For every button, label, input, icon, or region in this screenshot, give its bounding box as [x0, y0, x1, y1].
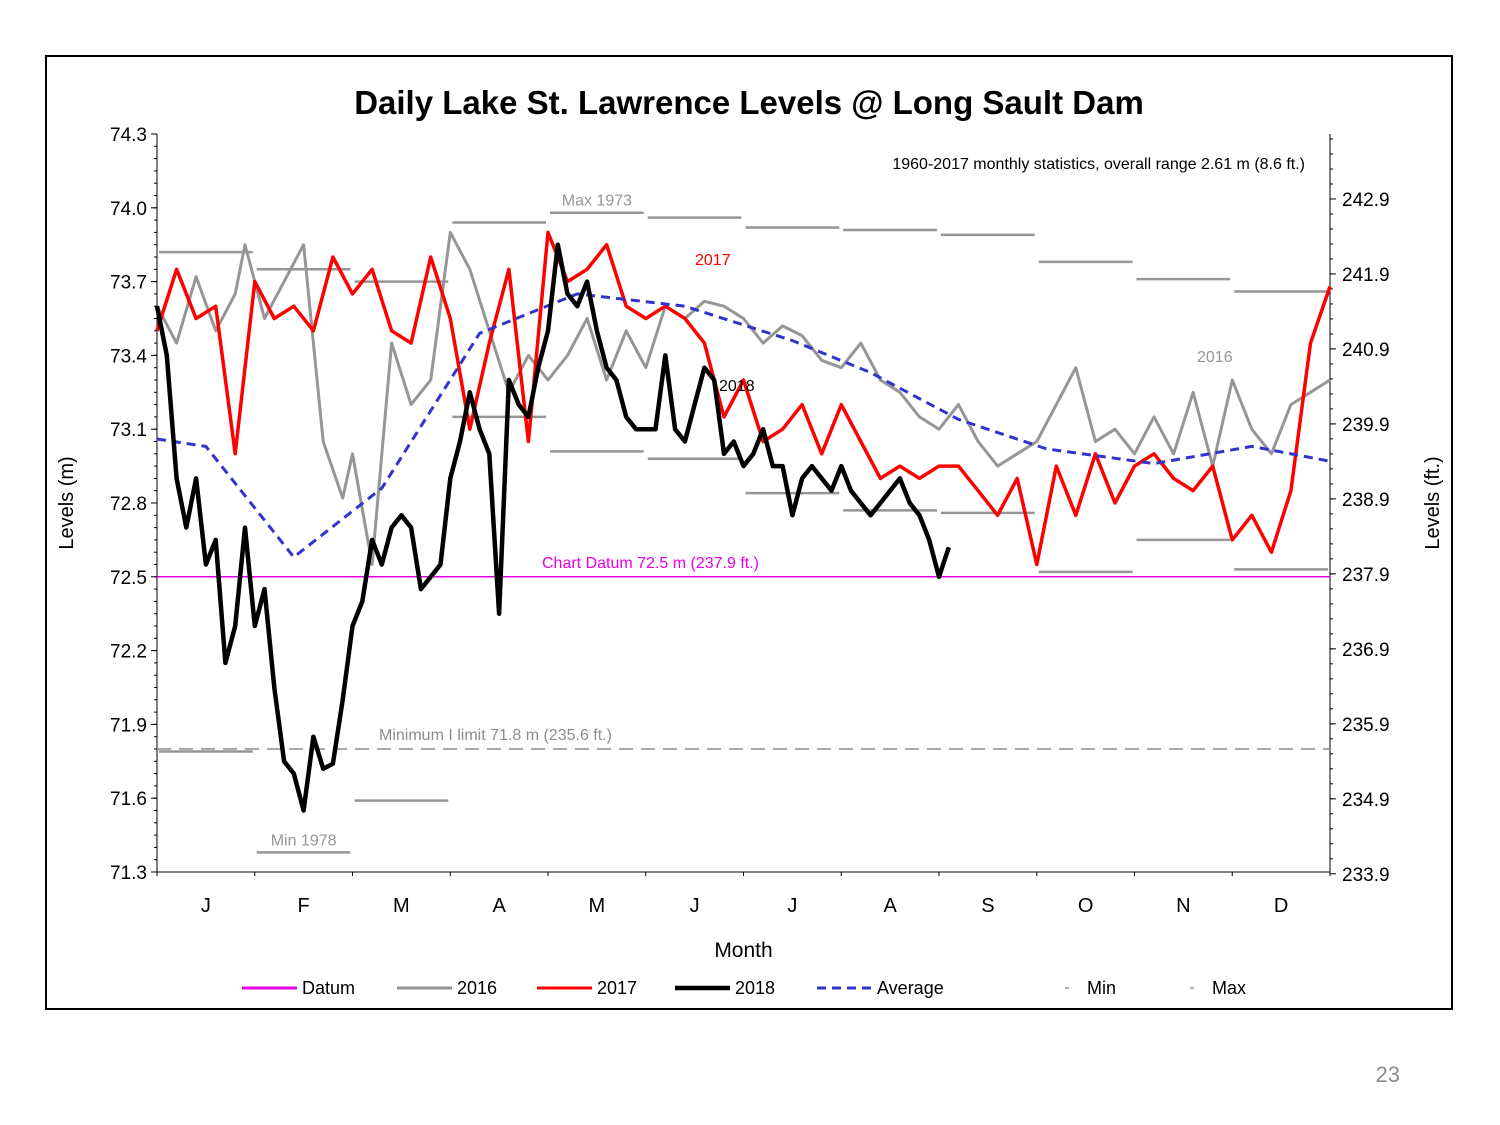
y-tick-label-left: 74.0	[110, 199, 147, 220]
y-tick-label-right: 236.9	[1342, 640, 1390, 661]
y-tick-label-left: 71.3	[110, 863, 147, 884]
y-tick-label-left: 71.6	[110, 789, 147, 810]
y-tick-label-left: 73.7	[110, 273, 147, 294]
minimum-limit-label: Minimum I limit 71.8 m (235.6 ft.)	[379, 727, 612, 744]
chart-frame: Daily Lake St. Lawrence Levels @ Long Sa…	[45, 55, 1453, 1010]
y-tick-label-right: 239.9	[1342, 415, 1390, 436]
x-tick-label: J	[690, 895, 700, 917]
legend-label-2018: 2018	[735, 978, 775, 998]
x-axis-title: Month	[714, 939, 772, 962]
chart-title: Daily Lake St. Lawrence Levels @ Long Sa…	[354, 84, 1144, 121]
y-tick-label-left: 72.2	[110, 642, 147, 663]
y-tick-label-right: 235.9	[1342, 715, 1390, 736]
y-tick-label-right: 233.9	[1342, 865, 1390, 886]
y-tick-label-left: 71.9	[110, 715, 147, 736]
legend-label-min: Min	[1087, 978, 1116, 998]
legend-label-2016: 2016	[457, 978, 497, 998]
x-tick-label: S	[981, 895, 994, 917]
y-tick-label-left: 72.5	[110, 568, 147, 589]
y-tick-label-right: 241.9	[1342, 265, 1390, 286]
chart-subtitle: 1960-2017 monthly statistics, overall ra…	[892, 156, 1305, 173]
y-tick-label-left: 73.1	[110, 420, 147, 441]
max-label: Max 1973	[562, 193, 632, 210]
legend-label-max: Max	[1212, 978, 1246, 998]
series-2017-label: 2017	[695, 252, 731, 269]
series-2016-label: 2016	[1197, 349, 1233, 366]
x-tick-label: A	[883, 895, 897, 917]
x-tick-label: J	[787, 895, 797, 917]
legend-label-average: Average	[877, 978, 944, 998]
y-tick-label-right: 238.9	[1342, 490, 1390, 511]
y-tick-label-right: 234.9	[1342, 790, 1390, 811]
y-tick-label-right: 242.9	[1342, 190, 1390, 211]
series-2016-line	[155, 230, 1331, 566]
y-tick-label-left: 74.3	[110, 125, 147, 146]
min-label: Min 1978	[271, 832, 337, 849]
page-number: 23	[1375, 1062, 1400, 1087]
legend-label-datum: Datum	[302, 978, 355, 998]
legend-label-2017: 2017	[597, 978, 637, 998]
y-axis-title-left: Levels (m)	[56, 456, 78, 549]
y-tick-label-right: 237.9	[1342, 565, 1390, 586]
x-tick-label: D	[1274, 895, 1288, 917]
y-tick-label-left: 73.4	[110, 346, 147, 367]
chart-canvas: Daily Lake St. Lawrence Levels @ Long Sa…	[56, 84, 1444, 998]
x-tick-label: O	[1078, 895, 1094, 917]
series-2017-line	[155, 230, 1332, 567]
x-tick-label: N	[1176, 895, 1190, 917]
y-tick-label-left: 72.8	[110, 494, 147, 515]
datum-label: Chart Datum 72.5 m (237.9 ft.)	[542, 555, 759, 572]
series-2018-line	[154, 242, 951, 813]
series-average-line	[156, 292, 1331, 559]
y-axis-title-right: Levels (ft.)	[1422, 456, 1444, 549]
x-tick-label: J	[201, 895, 211, 917]
x-tick-label: F	[298, 895, 310, 917]
y-tick-label-right: 240.9	[1342, 340, 1390, 361]
x-tick-label: M	[393, 895, 410, 917]
x-tick-label: M	[589, 895, 606, 917]
x-tick-label: A	[492, 895, 506, 917]
monthly-stat-bars	[159, 211, 1328, 854]
series-2018-label: 2018	[719, 378, 755, 395]
